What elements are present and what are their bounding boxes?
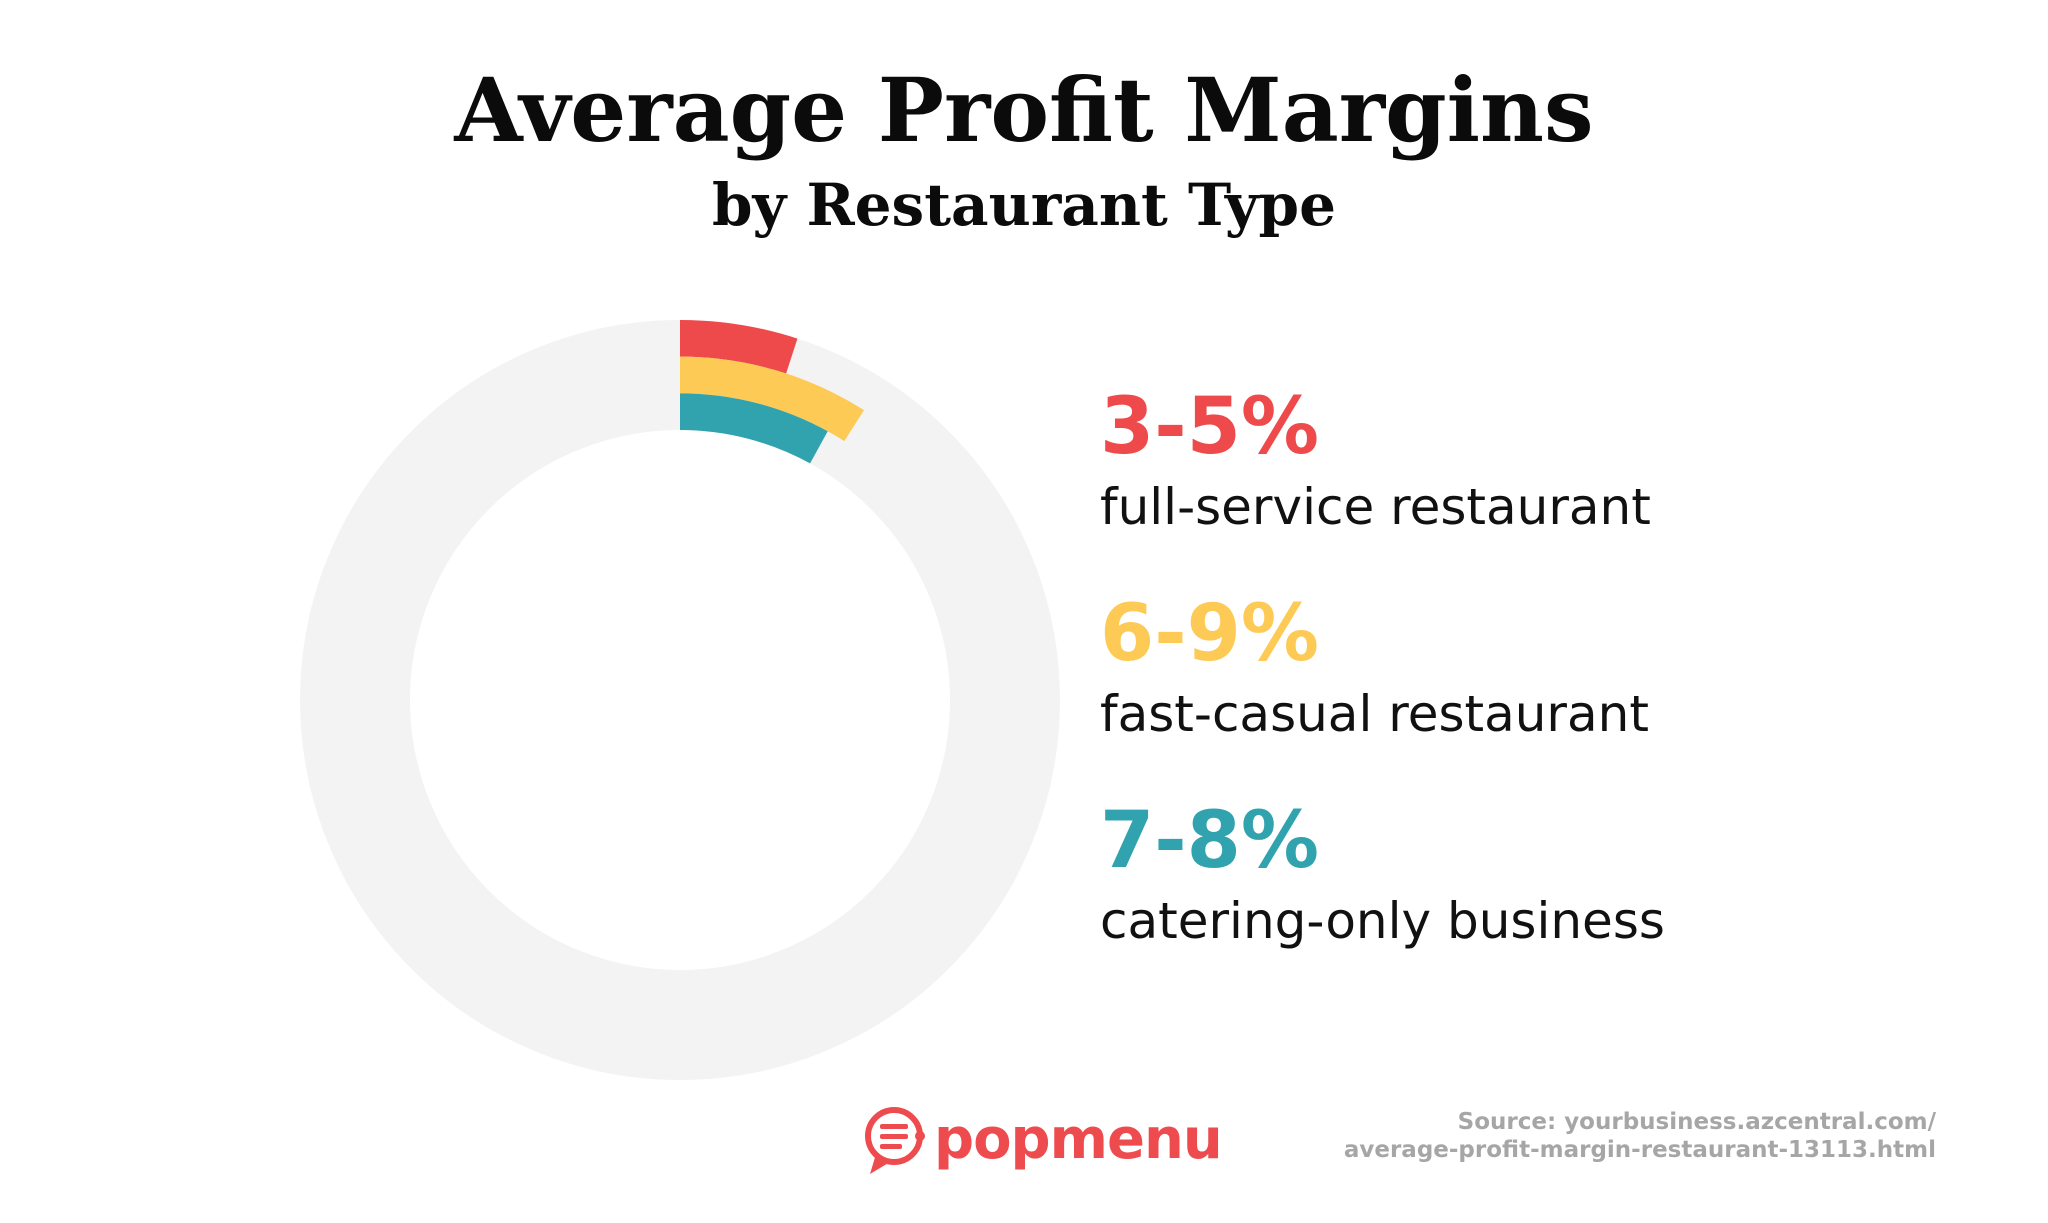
chat-bubble-menu-icon [865,1107,925,1174]
source-line-2: average-profit-margin-restaurant-13113.h… [1343,1137,1936,1163]
legend: 3-5% full-service restaurant 6-9% fast-c… [1100,385,1820,1006]
source-line-1: Source: yourbusiness.azcentral.com/ [1457,1109,1936,1135]
legend-item-catering-only: 7-8% catering-only business [1100,799,1820,1006]
chart-title: Average Profit Margins [454,58,1594,162]
legend-value-full-service: 3-5% [1100,382,1320,472]
logo-text: popmenu [934,1107,1223,1172]
donut-chart [300,320,1060,1080]
arc-fast-casual [680,356,864,442]
arc-catering-only [680,393,828,464]
chart-subtitle: by Restaurant Type [712,171,1336,239]
legend-label-full-service: full-service restaurant [1100,478,1651,536]
legend-item-full-service: 3-5% full-service restaurant [1100,385,1820,592]
legend-label-catering-only: catering-only business [1100,892,1665,950]
legend-label-fast-casual: fast-casual restaurant [1100,685,1649,743]
legend-item-fast-casual: 6-9% fast-casual restaurant [1100,592,1820,799]
donut-track [300,320,1060,1080]
legend-value-fast-casual: 6-9% [1100,589,1320,679]
popmenu-logo: popmenu [862,1100,1223,1180]
legend-value-catering-only: 7-8% [1100,796,1320,886]
arc-full-service [680,320,798,374]
source-citation: Source: yourbusiness.azcentral.com/ aver… [1344,1108,1936,1164]
donut-arcs [680,320,864,464]
